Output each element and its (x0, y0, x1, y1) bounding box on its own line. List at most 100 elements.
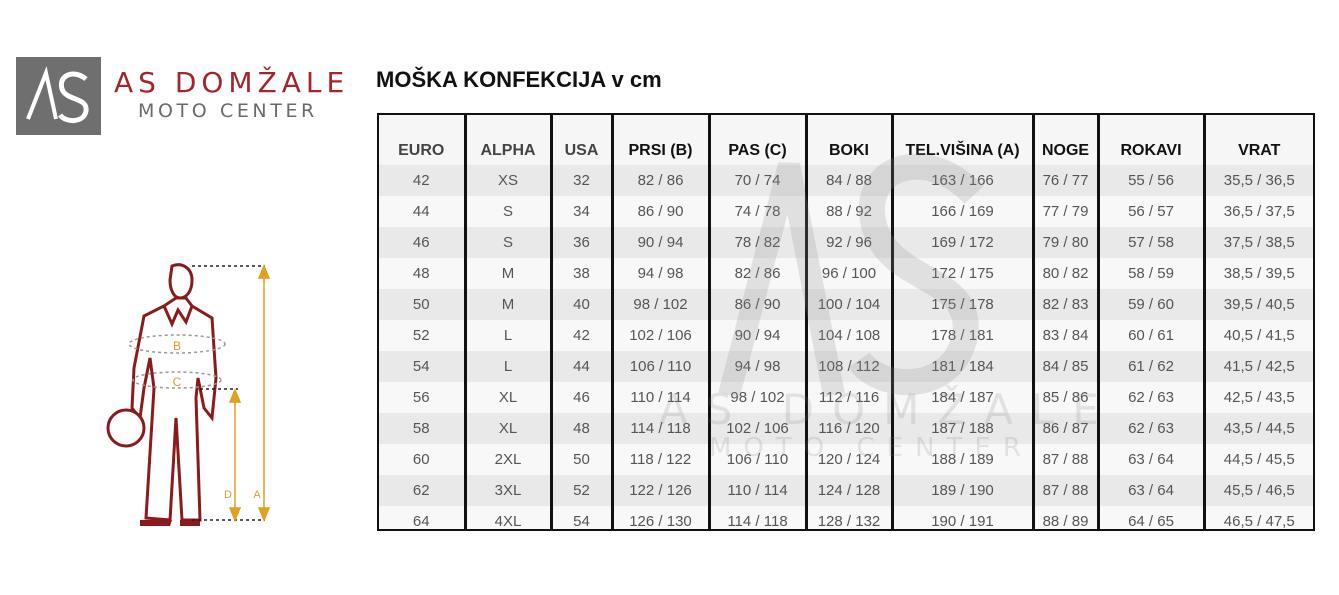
table-cell: 87 / 88 (1031, 475, 1098, 506)
table-cell: 39,5 / 40,5 (1202, 289, 1313, 320)
table-cell: 82 / 86 (610, 165, 709, 196)
table-cell: 84 / 88 (804, 165, 892, 196)
table-cell: 88 / 92 (804, 196, 892, 227)
table-cell: 50 (379, 289, 465, 320)
table-cell: 41,5 / 42,5 (1202, 351, 1313, 382)
table-cell: 43,5 / 44,5 (1202, 413, 1313, 444)
table-cell: 50 (549, 444, 612, 475)
table-cell: 44 (379, 196, 465, 227)
table-cell: 190 / 191 (890, 506, 1033, 529)
column-header: PAS (C) (707, 115, 806, 165)
table-cell: 76 / 77 (1031, 165, 1098, 196)
table-cell: 77 / 79 (1031, 196, 1098, 227)
table-cell: 4XL (463, 506, 551, 529)
table-cell: 3XL (463, 475, 551, 506)
column-header: BOKI (804, 115, 892, 165)
table-cell: 181 / 184 (890, 351, 1033, 382)
column-header: NOGE (1031, 115, 1098, 165)
table-cell: 178 / 181 (890, 320, 1033, 351)
table-cell: 188 / 189 (890, 444, 1033, 475)
table-cell: 116 / 120 (804, 413, 892, 444)
table-cell: 32 (549, 165, 612, 196)
size-table: EURO ALPHA USA PRSI (B) PAS (C) BOKI TEL.VIŠIN… (377, 113, 1315, 531)
table-cell: 98 / 102 (610, 289, 709, 320)
table-cell: 163 / 166 (890, 165, 1033, 196)
table-cell: 175 / 178 (890, 289, 1033, 320)
table-cell: 48 (379, 258, 465, 289)
table-cell: 62 / 63 (1096, 413, 1204, 444)
table-cell: M (463, 258, 551, 289)
table-cell: 172 / 175 (890, 258, 1033, 289)
table-cell: 184 / 187 (890, 382, 1033, 413)
table-cell: 124 / 128 (804, 475, 892, 506)
table-cell: 187 / 188 (890, 413, 1033, 444)
table-cell: 106 / 110 (610, 351, 709, 382)
table-cell: 35,5 / 36,5 (1202, 165, 1313, 196)
table-cell: 122 / 126 (610, 475, 709, 506)
table-cell: 56 / 57 (1096, 196, 1204, 227)
table-cell: 2XL (463, 444, 551, 475)
table-cell: 64 (379, 506, 465, 529)
table-cell: 90 / 94 (707, 320, 806, 351)
table-cell: 37,5 / 38,5 (1202, 227, 1313, 258)
table-cell: 96 / 100 (804, 258, 892, 289)
table-row: 58 XL 48 114 / 118 102 / 106 116 / 120 187 / 1… (379, 413, 1313, 444)
table-cell: 60 (379, 444, 465, 475)
table-cell: 34 (549, 196, 612, 227)
table-cell: 94 / 98 (707, 351, 806, 382)
table-cell: 86 / 87 (1031, 413, 1098, 444)
table-cell: 86 / 90 (610, 196, 709, 227)
chest-label: B (173, 339, 181, 353)
table-cell: 114 / 118 (707, 506, 806, 529)
table-cell: 36 (549, 227, 612, 258)
table-cell: 44,5 / 45,5 (1202, 444, 1313, 475)
table-cell: 64 / 65 (1096, 506, 1204, 529)
table-cell: S (463, 196, 551, 227)
table-cell: XL (463, 382, 551, 413)
table-cell: 102 / 106 (610, 320, 709, 351)
table-cell: 98 / 102 (707, 382, 806, 413)
table-cell: 42,5 / 43,5 (1202, 382, 1313, 413)
table-cell: 169 / 172 (890, 227, 1033, 258)
column-header: ALPHA (463, 115, 551, 165)
table-cell: 61 / 62 (1096, 351, 1204, 382)
table-cell: 46 (379, 227, 465, 258)
column-header: ROKAVI (1096, 115, 1204, 165)
table-cell: 62 (379, 475, 465, 506)
table-cell: 54 (379, 351, 465, 382)
table-cell: 94 / 98 (610, 258, 709, 289)
column-header: VRAT (1202, 115, 1313, 165)
table-cell: 63 / 64 (1096, 444, 1204, 475)
table-cell: 128 / 132 (804, 506, 892, 529)
column-header: USA (549, 115, 612, 165)
table-cell: 84 / 85 (1031, 351, 1098, 382)
table-row: 50 M 40 98 / 102 86 / 90 100 / 104 175 / 178 82… (379, 289, 1313, 320)
table-cell: 114 / 118 (610, 413, 709, 444)
table-cell: 58 (379, 413, 465, 444)
table-cell: 74 / 78 (707, 196, 806, 227)
man-figure-icon: B C D A (106, 263, 271, 526)
table-cell: 78 / 82 (707, 227, 806, 258)
table-cell: 70 / 74 (707, 165, 806, 196)
measurement-figure: B C D A (100, 258, 280, 535)
table-cell: 80 / 82 (1031, 258, 1098, 289)
table-row: 48 M 38 94 / 98 82 / 86 96 / 100 172 / 175 80 /… (379, 258, 1313, 289)
table-cell: 40,5 / 41,5 (1202, 320, 1313, 351)
table-cell: 60 / 61 (1096, 320, 1204, 351)
table-cell: L (463, 320, 551, 351)
table-cell: 104 / 108 (804, 320, 892, 351)
table-cell: 112 / 116 (804, 382, 892, 413)
as-logo-icon (26, 66, 89, 123)
table-cell: 79 / 80 (1031, 227, 1098, 258)
table-row: 46 S 36 90 / 94 78 / 82 92 / 96 169 / 172 79 / … (379, 227, 1313, 258)
table-cell: 86 / 90 (707, 289, 806, 320)
logo-brand: AS DOMŽALE (114, 66, 350, 99)
table-cell: 102 / 106 (707, 413, 806, 444)
table-cell: XS (463, 165, 551, 196)
table-cell: L (463, 351, 551, 382)
table-row: 64 4XL 54 126 / 130 114 / 118 128 / 132 190 / … (379, 506, 1313, 529)
table-cell: 106 / 110 (707, 444, 806, 475)
table-cell: 54 (549, 506, 612, 529)
logo-subtitle: MOTO CENTER (138, 100, 318, 122)
table-cell: 63 / 64 (1096, 475, 1204, 506)
